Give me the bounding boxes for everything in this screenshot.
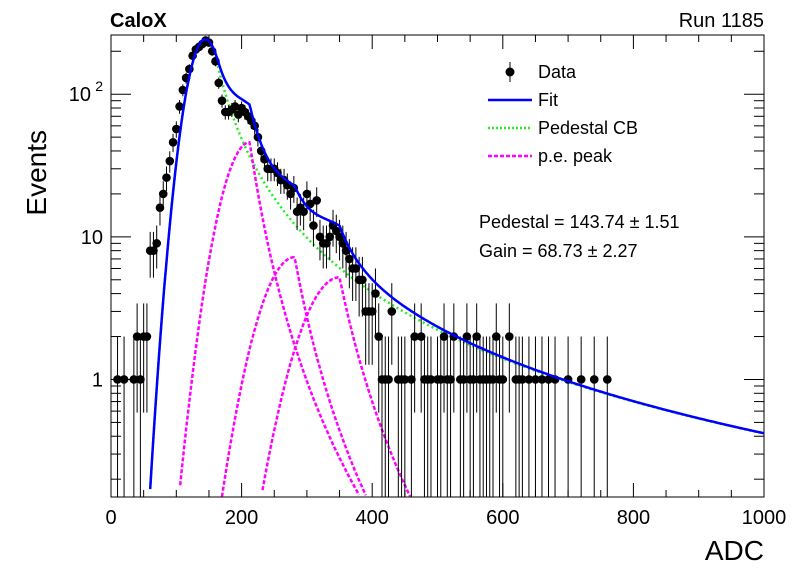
data-point [462,332,472,341]
x-tick-label: 1000 [742,507,787,529]
data-point [531,375,540,384]
data-point [371,289,380,298]
legend-marker [505,67,515,77]
header-left: CaloX [110,10,167,32]
data-point [315,232,325,242]
data-point [162,173,171,182]
legend-label: Fit [538,90,558,110]
data-point [113,375,122,384]
data-point [158,189,168,199]
data-point [132,332,142,341]
data-point [524,375,534,384]
data-point [505,332,514,341]
data-point [299,207,308,217]
data-point [142,332,152,341]
data-point [537,375,547,384]
data-point [416,332,426,341]
data-point [400,375,410,384]
data-point [175,102,184,111]
y-axis-label: Events [21,130,52,216]
x-tick-label: 400 [356,507,389,529]
data-point [234,110,243,119]
data-point [217,96,227,106]
data-point [544,375,553,384]
y-tick-label-exponent: 2 [95,78,103,94]
data-point [152,239,162,248]
legend: Data Fit Pedestal CB p.e. peak [488,62,638,166]
data-point [589,375,599,384]
data-point [518,375,527,384]
data-point [119,375,129,384]
data-point [459,375,468,384]
data-point [351,264,361,273]
x-axis-label: ADC [705,535,764,566]
data-point [309,221,318,230]
data-point [129,375,139,384]
data-point [335,232,344,242]
legend-label: Pedestal CB [538,118,638,138]
data-point [602,375,612,384]
data-point [426,375,436,384]
data-point [165,156,175,166]
x-tick-label: 800 [617,507,650,529]
data-point [439,332,449,341]
data-point [488,375,498,384]
x-tick-label: 200 [225,507,258,529]
fit-curve [148,38,765,490]
data-point [172,124,181,134]
data-point [446,375,455,384]
legend-label: p.e. peak [538,146,613,166]
data-point [155,203,165,213]
x-tick-label: 600 [486,507,519,529]
data-point [312,196,321,205]
data-point [322,239,331,248]
data-point [367,307,377,316]
data-point [168,137,178,147]
header-right: Run 1185 [679,10,764,32]
pe-peak-curve-3 [261,276,412,497]
pe-peak-curve-1 [178,140,361,496]
data-point [407,375,416,384]
annotation-gain: Gain = 68.73 ± 2.27 [479,241,638,261]
data-point [358,275,367,285]
data-point [436,375,446,384]
data-point [387,307,397,316]
data-point [498,375,508,384]
data-point [136,375,145,384]
legend-label: Data [538,62,577,82]
data-point [576,375,586,384]
data-point [374,332,384,341]
data-point [345,254,354,264]
y-tick-label: 10 [81,227,103,249]
data-point [214,78,224,88]
data-point [384,375,393,384]
data-point [230,102,240,111]
data-point [469,375,478,384]
pe-peak-curve-2 [220,255,367,497]
data-point [149,246,158,255]
data-point [341,246,351,255]
y-tick-label: 10 [69,84,91,106]
data-point [491,332,501,341]
x-tick-label: 0 [105,507,116,529]
annotation-pedestal: Pedestal = 143.74 ± 1.51 [479,212,680,232]
data-point [410,332,419,341]
data-point [302,189,312,199]
data-point [325,232,335,242]
data-point [472,332,481,341]
y-tick-label: 1 [92,369,103,391]
